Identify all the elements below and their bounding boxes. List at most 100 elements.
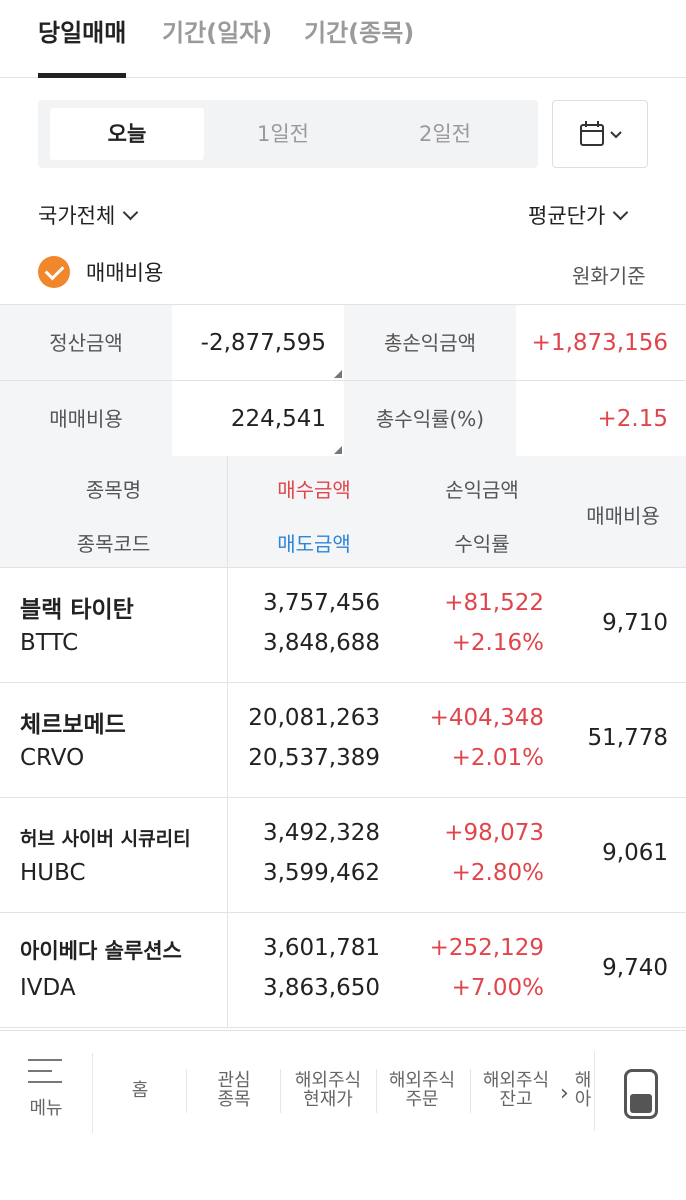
summary-grid: 정산금액 -2,877,595 총손익금액 +1,873,156 매매비용 22… (0, 304, 686, 457)
chevron-right-icon[interactable]: › (560, 1081, 569, 1106)
table-row[interactable]: 블랙 타이탄 BTTC 3,757,456 3,848,688 +81,522 … (0, 568, 686, 683)
nav-overseas-price[interactable]: 해외주식 현재가 (284, 1071, 372, 1109)
return-rate: +2.16% (451, 630, 544, 656)
total-return-label: 총수익률(%) (344, 381, 516, 457)
nav-divider (376, 1069, 377, 1113)
total-return-value: +2.15 (516, 381, 686, 457)
pl-amount: +98,073 (444, 820, 544, 846)
settle-amount-label: 정산금액 (0, 305, 172, 381)
trade-fee-label: 매매비용 (0, 381, 172, 457)
stock-code: CRVO (20, 745, 85, 771)
nav-watchlist-line1: 관심 (217, 1070, 251, 1091)
row-divider (227, 798, 228, 912)
nav-divider (186, 1069, 187, 1113)
trade-fee: 9,061 (602, 840, 668, 866)
col-return-rate: 수익률 (454, 532, 510, 556)
nav-menu-label[interactable]: 메뉴 (29, 1098, 63, 1119)
stock-name: 체르보메드 (20, 712, 126, 738)
stock-name: 아이베다 솔루션스 (20, 939, 182, 963)
nav-partial-line2: 아 (574, 1089, 592, 1109)
day-1-ago-button[interactable]: 1일전 (256, 122, 309, 146)
day-selector: 오늘 1일전 2일전 (38, 100, 538, 168)
total-pl-label: 총손익금액 (344, 305, 516, 381)
trade-fee: 51,778 (587, 725, 668, 751)
bottom-nav: 메뉴 홈 관심 종목 해외주식 현재가 해외주식 주문 해외주식 잔고 › 해 … (0, 1030, 686, 1200)
row-divider (227, 568, 228, 682)
country-filter[interactable]: 국가전체 (38, 200, 139, 230)
nav-overseas-order[interactable]: 해외주식 주문 (378, 1071, 466, 1109)
return-rate: +2.01% (451, 745, 544, 771)
nav-divider (280, 1069, 281, 1113)
header-divider (227, 456, 228, 568)
nav-partial-item[interactable]: 해 아 (572, 1071, 594, 1109)
nav-partial-line1: 해 (574, 1071, 592, 1091)
buy-amount: 3,757,456 (262, 590, 380, 616)
pl-amount: +81,522 (444, 590, 544, 616)
currency-basis-label: 원화기준 (572, 264, 646, 288)
nav-divider (470, 1069, 471, 1113)
table-row[interactable]: 허브 사이버 시큐리티 HUBC 3,492,328 3,599,462 +98… (0, 798, 686, 913)
nav-watchlist[interactable]: 관심 종목 (196, 1071, 272, 1109)
stock-code: IVDA (20, 975, 76, 1001)
table-row[interactable]: 체르보메드 CRVO 20,081,263 20,537,389 +404,34… (0, 683, 686, 798)
calendar-icon (580, 121, 622, 146)
nav-divider (594, 1051, 595, 1131)
trade-fee-text: 224,541 (230, 406, 326, 432)
return-rate: +7.00% (451, 975, 544, 1001)
nav-watchlist-line2: 종목 (217, 1089, 251, 1110)
expand-corner-icon (334, 446, 342, 454)
calendar-button[interactable] (552, 100, 648, 168)
settle-amount-value[interactable]: -2,877,595 (172, 305, 344, 381)
menu-icon[interactable] (28, 1059, 62, 1085)
nav-overseas-balance-line1: 해외주식 (482, 1070, 550, 1091)
row-divider (227, 683, 228, 797)
nav-overseas-price-line2: 현재가 (303, 1089, 353, 1110)
nav-overseas-balance[interactable]: 해외주식 잔고 (472, 1071, 560, 1109)
table-header: 종목명 종목코드 매수금액 매도금액 손익금액 수익률 매매비용 (0, 456, 686, 568)
scroll-toggle-icon[interactable] (624, 1069, 658, 1119)
sell-amount: 3,848,688 (262, 630, 380, 656)
stock-code: HUBC (20, 860, 86, 886)
sell-amount: 20,537,389 (248, 745, 380, 771)
col-stock-name: 종목명 (85, 478, 142, 502)
table-row[interactable]: 아이베다 솔루션스 IVDA 3,601,781 3,863,650 +252,… (0, 913, 686, 1028)
day-today-button[interactable]: 오늘 (50, 108, 204, 160)
tab-period-stock[interactable]: 기간(종목) (304, 19, 415, 47)
nav-overseas-price-line1: 해외주식 (294, 1070, 362, 1091)
trade-fee: 9,710 (602, 610, 668, 636)
buy-amount: 20,081,263 (248, 705, 380, 731)
fee-checkbox[interactable] (38, 256, 70, 288)
col-buy-amount: 매수금액 (277, 478, 351, 502)
return-rate: +2.80% (451, 860, 544, 886)
total-pl-value: +1,873,156 (516, 305, 686, 381)
expand-corner-icon (334, 370, 342, 378)
fee-checkbox-label: 매매비용 (86, 261, 164, 285)
day-2-ago-button[interactable]: 2일전 (418, 122, 471, 146)
chevron-down-icon (613, 204, 629, 221)
nav-overseas-balance-line2: 잔고 (499, 1089, 533, 1110)
stock-name: 허브 사이버 시큐리티 (20, 828, 191, 850)
price-basis-filter[interactable]: 평균단가 (528, 200, 629, 230)
tab-today-trades[interactable]: 당일매매 (38, 16, 127, 78)
buy-amount: 3,601,781 (262, 935, 380, 961)
stock-code: BTTC (20, 630, 79, 656)
col-pl-amount: 손익금액 (445, 478, 519, 502)
chevron-down-icon (123, 204, 139, 221)
buy-amount: 3,492,328 (262, 820, 380, 846)
price-basis-label: 평균단가 (528, 204, 606, 228)
settle-amount-text: -2,877,595 (200, 330, 326, 356)
nav-divider (92, 1053, 93, 1133)
stock-name: 블랙 타이탄 (20, 597, 134, 623)
pl-amount: +404,348 (429, 705, 544, 731)
col-stock-code: 종목코드 (76, 532, 151, 556)
trade-fee-value[interactable]: 224,541 (172, 381, 344, 457)
pl-amount: +252,129 (429, 935, 544, 961)
nav-home[interactable]: 홈 (131, 1080, 149, 1101)
nav-overseas-order-line2: 주문 (405, 1089, 439, 1110)
sell-amount: 3,863,650 (262, 975, 380, 1001)
country-filter-label: 국가전체 (38, 204, 116, 228)
tab-period-date[interactable]: 기간(일자) (162, 19, 273, 47)
col-sell-amount: 매도금액 (277, 532, 351, 556)
row-divider (227, 913, 228, 1027)
sell-amount: 3,599,462 (262, 860, 380, 886)
